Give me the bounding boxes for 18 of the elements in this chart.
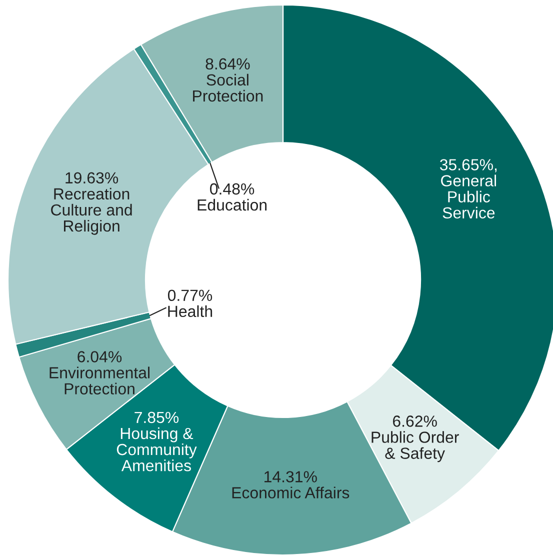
slice-label: Public Order & Safety xyxy=(372,431,459,462)
data-label: 7.85% xyxy=(134,412,179,424)
slice-label: General Public Service xyxy=(441,174,496,219)
data-label: 8.64% xyxy=(206,58,250,70)
slice-label: Recreation Culture and Religion xyxy=(51,188,132,235)
slice-label: Economic Affairs xyxy=(232,486,350,498)
data-label: 14.31% xyxy=(264,471,317,482)
slice-label: Health xyxy=(168,305,212,318)
slice-label: Environmental Protection xyxy=(50,366,150,394)
slice-label: Education xyxy=(198,198,267,211)
data-label: 35.65%, xyxy=(440,159,497,172)
data-label: 19.63% xyxy=(66,172,118,184)
data-label: 6.62% xyxy=(392,416,437,427)
data-label: 6.04% xyxy=(78,351,122,362)
slice-label: Housing & Community Amenities xyxy=(116,427,197,472)
data-label: 0.48% xyxy=(210,183,254,195)
data-label: 0.77% xyxy=(168,290,212,302)
slice-label: Social Protection xyxy=(193,74,263,102)
